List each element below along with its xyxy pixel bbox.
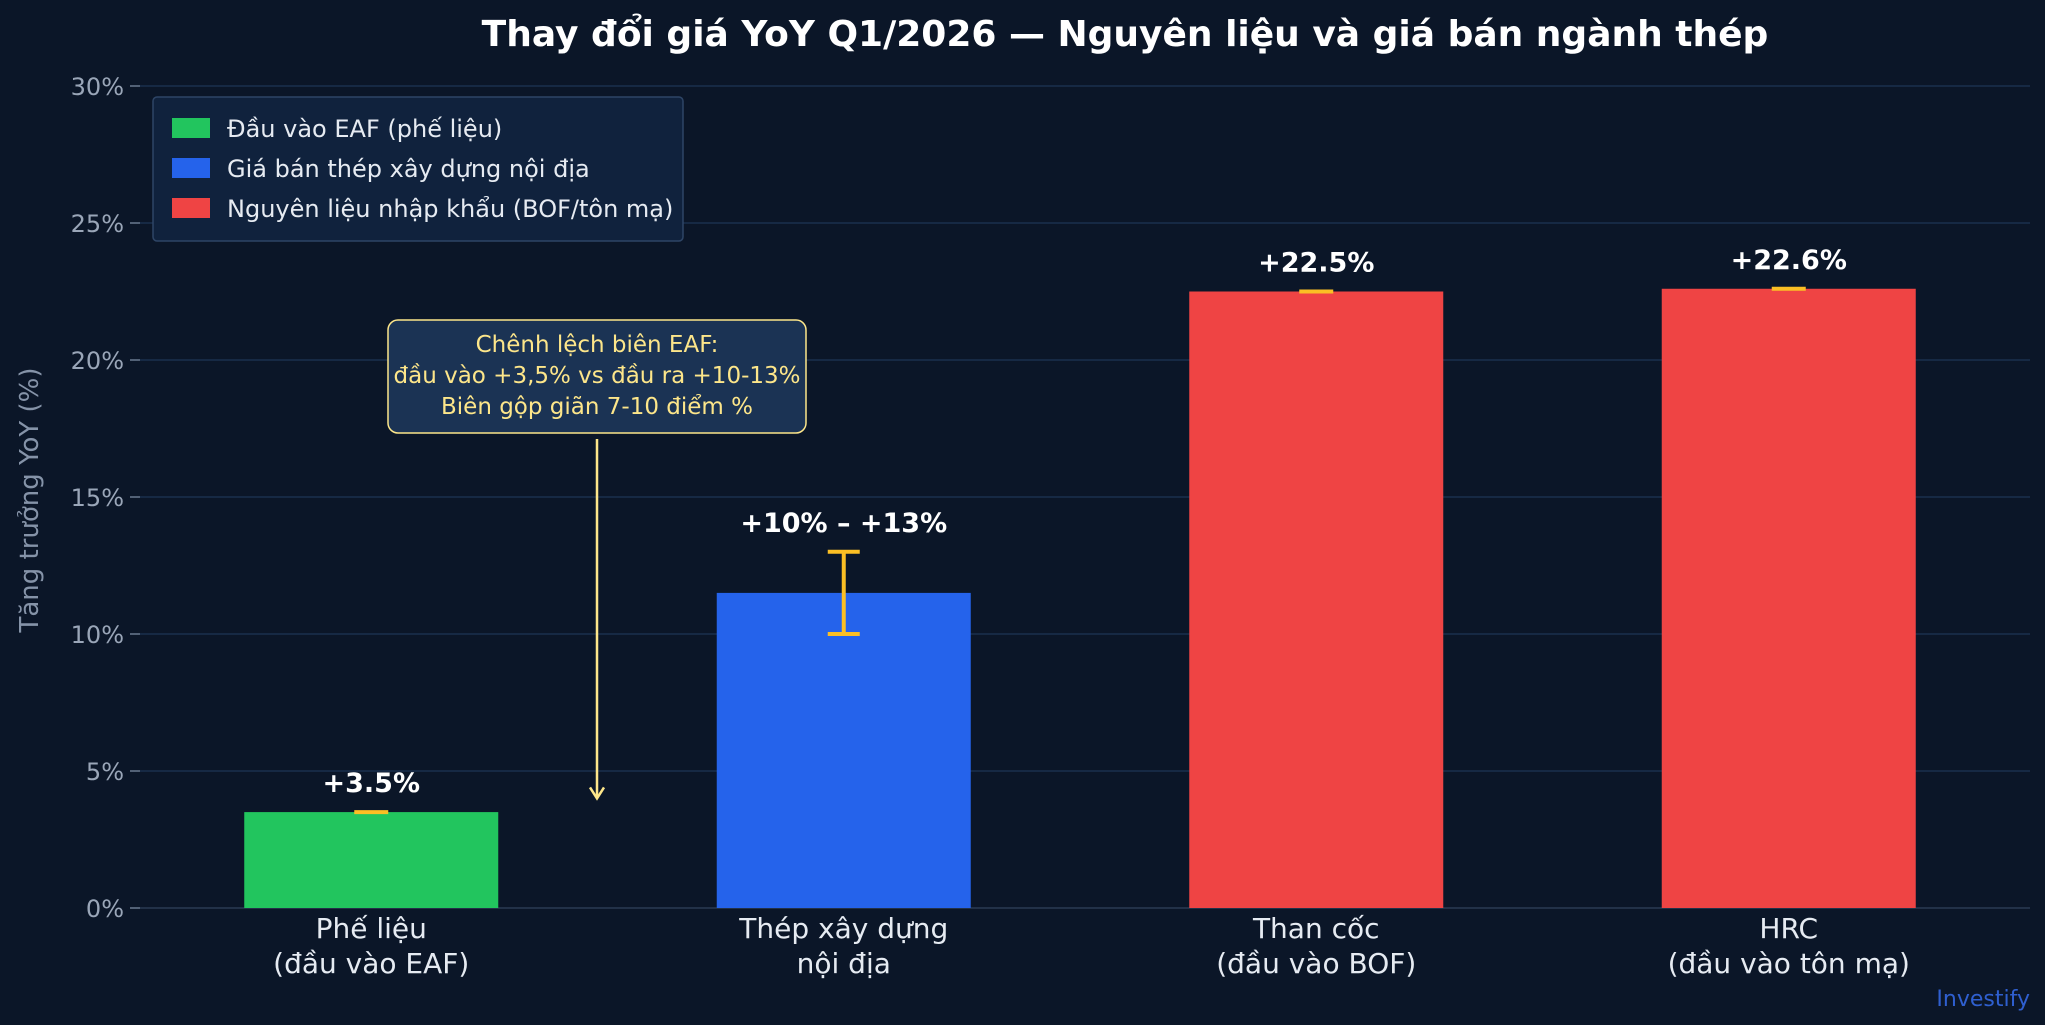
- legend-swatch: [172, 158, 210, 178]
- y-tick-label: 20%: [71, 347, 124, 375]
- data-label: +10% – +13%: [740, 508, 947, 539]
- annotation: Chênh lệch biên EAF: đầu vào +3,5% vs đầu…: [387, 319, 807, 801]
- data-label: +22.6%: [1731, 245, 1847, 276]
- y-axis-ticks: 0% 5% 10% 15% 20% 25% 30%: [71, 73, 140, 923]
- annotation-text: Chênh lệch biên EAF: đầu vào +3,5% vs đầu…: [394, 332, 801, 420]
- legend-swatch: [172, 198, 210, 218]
- data-label: +3.5%: [322, 768, 420, 799]
- bar: [1189, 291, 1444, 908]
- x-tick-label: HRC (đầu vào tôn mạ): [1668, 912, 1910, 980]
- annotation-box: [387, 319, 807, 434]
- annotation-arrow-head: [588, 786, 606, 801]
- y-tick-label: 0%: [86, 895, 124, 923]
- watermark: Investify: [1936, 987, 2030, 1012]
- bars-layer: [244, 286, 1916, 908]
- chart-title: Thay đổi giá YoY Q1/2026 — Nguyên liệu v…: [482, 13, 1769, 55]
- legend-swatch: [172, 118, 210, 138]
- legend-entry: Nguyên liệu nhập khẩu (BOF/tôn mạ): [227, 195, 673, 223]
- legend-entry: Giá bán thép xây dựng nội địa: [227, 155, 590, 183]
- y-axis-label: Tăng trưởng YoY (%): [15, 367, 45, 633]
- bar: [716, 592, 971, 908]
- x-tick-label: Than cốc (đầu vào BOF): [1216, 912, 1416, 980]
- value-labels-layer: +3.5% +10% – +13% +22.5% +22.6%: [322, 245, 1846, 799]
- y-tick-label: 25%: [71, 210, 124, 238]
- bar: [244, 812, 499, 908]
- error-bar: [827, 549, 860, 636]
- y-tick-label: 5%: [86, 758, 124, 786]
- data-label: +22.5%: [1258, 248, 1374, 279]
- x-tick-label: Thép xây dựng nội địa: [738, 912, 948, 980]
- y-tick-label: 15%: [71, 484, 124, 512]
- bar: [1661, 288, 1916, 908]
- x-axis-ticks: Phế liệu (đầu vào EAF) Thép xây dựng nội đị…: [273, 912, 1910, 980]
- x-tick-label: Phế liệu (đầu vào EAF): [273, 912, 469, 980]
- legend: Đầu vào EAF (phế liệu) Giá bán thép xây d…: [152, 96, 684, 242]
- y-tick-label: 30%: [71, 73, 124, 101]
- legend-frame: [152, 96, 684, 242]
- legend-entry: Đầu vào EAF (phế liệu): [227, 115, 502, 143]
- y-tick-label: 10%: [71, 621, 124, 649]
